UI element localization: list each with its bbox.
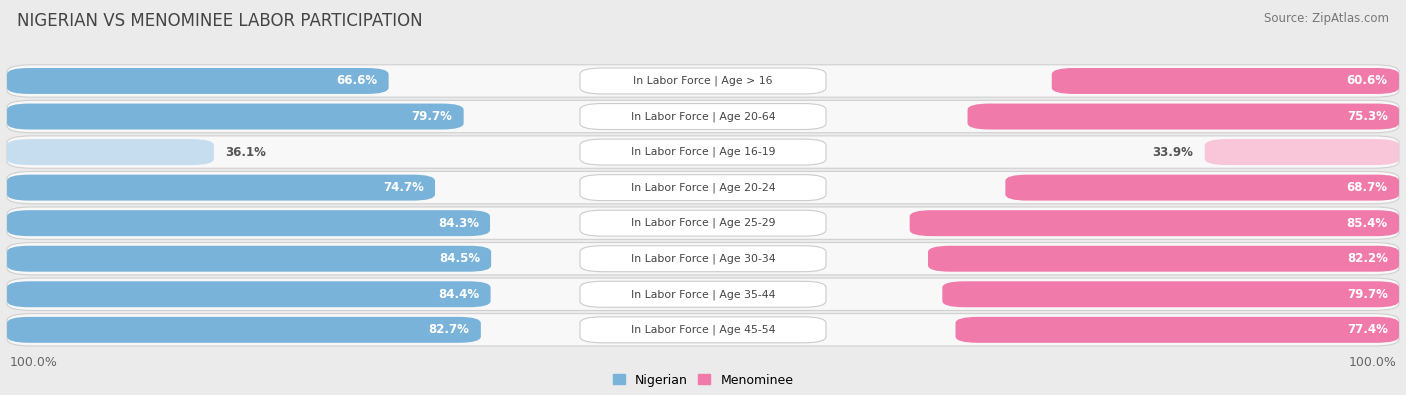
Text: Source: ZipAtlas.com: Source: ZipAtlas.com xyxy=(1264,12,1389,25)
FancyBboxPatch shape xyxy=(7,210,491,236)
FancyBboxPatch shape xyxy=(7,139,214,165)
Text: 84.3%: 84.3% xyxy=(437,217,479,229)
Text: 77.4%: 77.4% xyxy=(1347,324,1388,336)
FancyBboxPatch shape xyxy=(928,246,1399,272)
Text: 79.7%: 79.7% xyxy=(1347,288,1388,301)
FancyBboxPatch shape xyxy=(942,281,1399,307)
FancyBboxPatch shape xyxy=(910,210,1399,236)
FancyBboxPatch shape xyxy=(7,314,1399,346)
FancyBboxPatch shape xyxy=(7,243,1399,275)
Text: In Labor Force | Age 35-44: In Labor Force | Age 35-44 xyxy=(631,289,775,299)
Text: 79.7%: 79.7% xyxy=(412,110,453,123)
Text: 84.4%: 84.4% xyxy=(439,288,479,301)
FancyBboxPatch shape xyxy=(7,68,388,94)
FancyBboxPatch shape xyxy=(581,281,825,307)
Text: NIGERIAN VS MENOMINEE LABOR PARTICIPATION: NIGERIAN VS MENOMINEE LABOR PARTICIPATIO… xyxy=(17,12,422,30)
Text: 75.3%: 75.3% xyxy=(1347,110,1388,123)
Text: 82.7%: 82.7% xyxy=(429,324,470,336)
Text: In Labor Force | Age 45-54: In Labor Force | Age 45-54 xyxy=(631,325,775,335)
Text: In Labor Force | Age 16-19: In Labor Force | Age 16-19 xyxy=(631,147,775,157)
FancyBboxPatch shape xyxy=(1205,139,1399,165)
Text: 60.6%: 60.6% xyxy=(1347,75,1388,87)
FancyBboxPatch shape xyxy=(7,281,491,307)
FancyBboxPatch shape xyxy=(7,136,1399,168)
FancyBboxPatch shape xyxy=(7,100,1399,133)
FancyBboxPatch shape xyxy=(7,175,434,201)
FancyBboxPatch shape xyxy=(1052,68,1399,94)
FancyBboxPatch shape xyxy=(581,246,825,272)
FancyBboxPatch shape xyxy=(7,317,481,343)
FancyBboxPatch shape xyxy=(581,68,825,94)
FancyBboxPatch shape xyxy=(7,65,1399,97)
Text: In Labor Force | Age 25-29: In Labor Force | Age 25-29 xyxy=(631,218,775,228)
Text: 85.4%: 85.4% xyxy=(1347,217,1388,229)
FancyBboxPatch shape xyxy=(7,278,1399,310)
FancyBboxPatch shape xyxy=(7,103,464,130)
FancyBboxPatch shape xyxy=(581,317,825,343)
Text: 66.6%: 66.6% xyxy=(336,75,377,87)
Text: 84.5%: 84.5% xyxy=(439,252,479,265)
Legend: Nigerian, Menominee: Nigerian, Menominee xyxy=(613,374,793,387)
Text: In Labor Force | Age 20-64: In Labor Force | Age 20-64 xyxy=(631,111,775,122)
FancyBboxPatch shape xyxy=(7,246,491,272)
Text: 82.2%: 82.2% xyxy=(1347,252,1388,265)
FancyBboxPatch shape xyxy=(1005,175,1399,201)
FancyBboxPatch shape xyxy=(7,171,1399,204)
FancyBboxPatch shape xyxy=(581,210,825,236)
FancyBboxPatch shape xyxy=(581,175,825,201)
Text: 33.9%: 33.9% xyxy=(1153,146,1194,158)
Text: In Labor Force | Age 30-34: In Labor Force | Age 30-34 xyxy=(631,254,775,264)
Text: 100.0%: 100.0% xyxy=(1348,356,1396,369)
Text: 68.7%: 68.7% xyxy=(1347,181,1388,194)
FancyBboxPatch shape xyxy=(967,103,1399,130)
Text: In Labor Force | Age > 16: In Labor Force | Age > 16 xyxy=(633,76,773,86)
Text: In Labor Force | Age 20-24: In Labor Force | Age 20-24 xyxy=(631,182,775,193)
Text: 36.1%: 36.1% xyxy=(225,146,266,158)
FancyBboxPatch shape xyxy=(581,139,825,165)
FancyBboxPatch shape xyxy=(581,103,825,130)
Text: 100.0%: 100.0% xyxy=(10,356,58,369)
Text: 74.7%: 74.7% xyxy=(382,181,423,194)
FancyBboxPatch shape xyxy=(7,207,1399,239)
FancyBboxPatch shape xyxy=(956,317,1399,343)
